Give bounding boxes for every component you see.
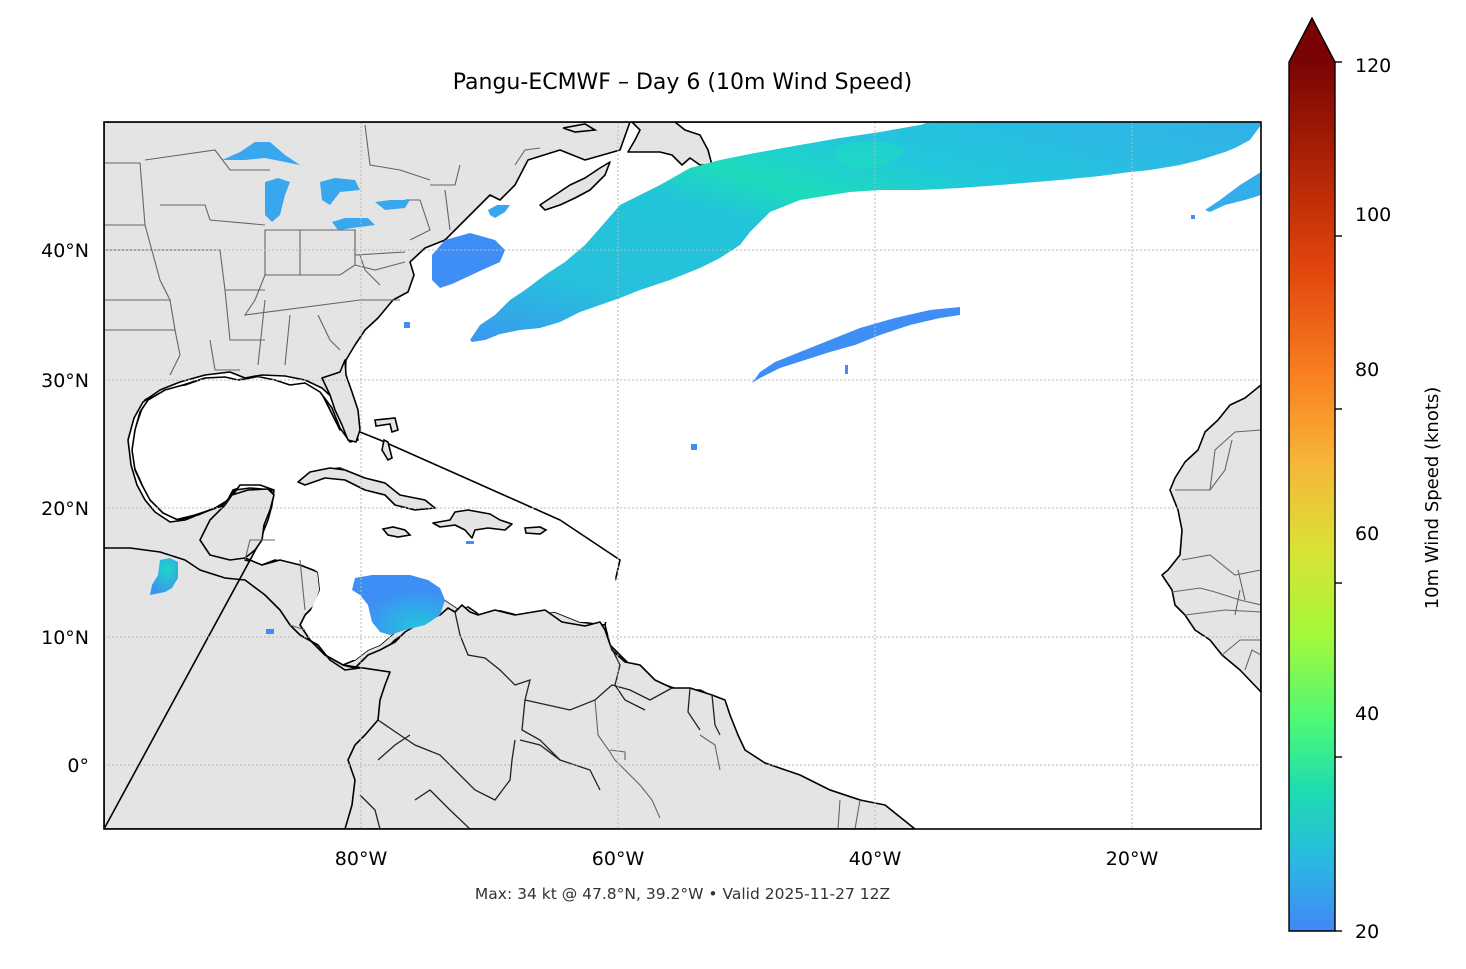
land-cuba [297, 467, 436, 511]
wind-speed-shading [150, 122, 1261, 635]
land-bahamas-2 [381, 438, 393, 462]
chart-title: Pangu-ECMWF – Day 6 (10m Wind Speed) [452, 70, 913, 95]
land-newfoundland [627, 122, 713, 166]
wind-spot [266, 629, 274, 634]
y-tick-label: 20°N [41, 498, 89, 520]
land-south-america [342, 604, 916, 829]
y-tick-label: 0° [67, 755, 89, 777]
south-america-borders [359, 611, 721, 829]
map-frame [103, 121, 1262, 830]
land-puerto-rico [524, 526, 548, 535]
max-wind-annotation: Max: 34 kt @ 47.8°N, 39.2°W • Valid 2025… [474, 885, 891, 903]
wind-spot [404, 322, 410, 328]
colorbar-title: 10m Wind Speed (knots) [1422, 387, 1443, 610]
land-nova-scotia [539, 161, 611, 211]
y-tick-label: 30°N [41, 370, 89, 392]
gridlines [104, 122, 1261, 829]
y-axis-labels: 40°N 30°N 20°N 10°N 0° [41, 240, 89, 777]
wind-region-great-lakes [222, 142, 510, 230]
land-anticosti [562, 123, 598, 133]
wind-region-jet [470, 122, 1261, 342]
wind-region-jet-core [834, 141, 905, 169]
colorbar-tick-label: 20 [1355, 921, 1379, 943]
y-tick-label: 40°N [41, 240, 89, 262]
colorbar-tick-label: 80 [1355, 359, 1379, 381]
land-hispaniola [432, 509, 513, 539]
wind-region-caribbean [352, 575, 445, 635]
colorbar-outline [1288, 16, 1336, 932]
colorbar-tick-label: 60 [1355, 523, 1379, 545]
wind-region-tehuantepec [150, 558, 178, 595]
colorbar-extend-max-arrow [1289, 18, 1335, 62]
wind-region-ne-coast [432, 233, 505, 288]
x-tick-label: 20°W [1106, 848, 1159, 870]
y-tick-label: 10°N [41, 627, 89, 649]
wind-spot [845, 365, 848, 374]
political-borders [104, 124, 1261, 829]
x-tick-label: 80°W [335, 848, 388, 870]
wind-spot [691, 444, 697, 450]
land-florida [321, 359, 361, 443]
x-tick-label: 60°W [592, 848, 645, 870]
land-jamaica [381, 526, 412, 538]
colorbar: 20 40 60 80 100 120 10m Wind Speed (knot… [1288, 16, 1443, 943]
wind-spot [1191, 215, 1195, 219]
colorbar-tick-label: 120 [1355, 55, 1391, 77]
wind-region-east-atlantic [1205, 172, 1261, 212]
map-plot-area[interactable] [104, 122, 1261, 829]
wind-spot [466, 541, 474, 544]
wind-region-subtropical [752, 307, 960, 383]
colorbar-tick-label: 100 [1355, 204, 1391, 226]
colorbar-tick-label: 40 [1355, 703, 1379, 725]
x-axis-labels: 80°W 60°W 40°W 20°W [335, 848, 1159, 870]
colorbar-gradient-bar [1289, 62, 1335, 931]
x-tick-label: 40°W [849, 848, 902, 870]
land-bahamas-1 [374, 417, 399, 434]
